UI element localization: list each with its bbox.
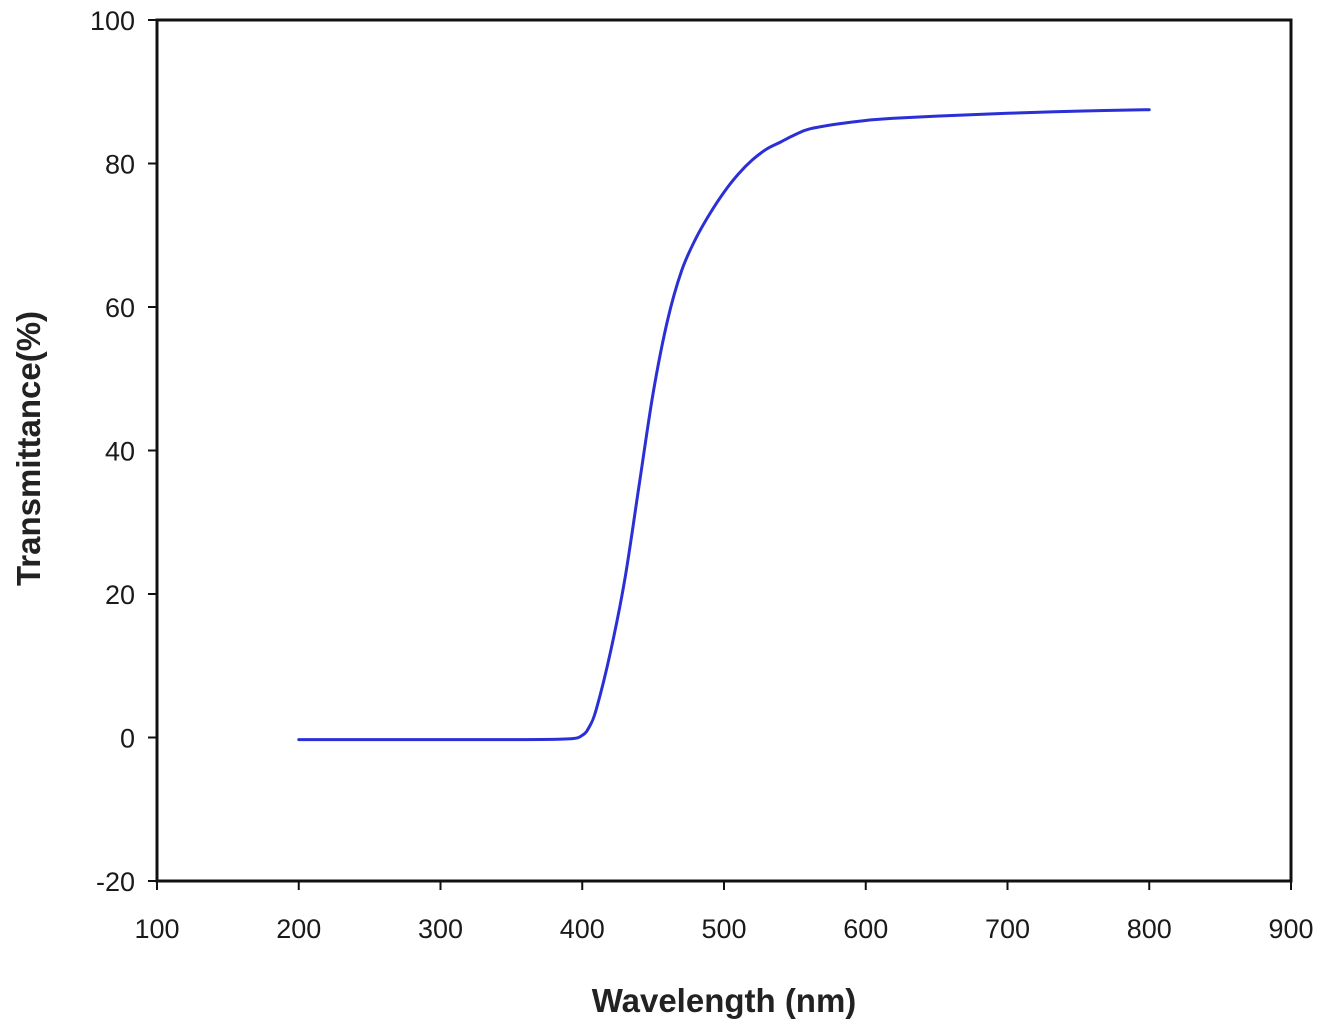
x-axis-ticks: 100 200 300 400 500 600 700 800 900 — [134, 881, 1314, 944]
x-tick-label: 600 — [843, 914, 888, 944]
x-tick-label: 200 — [276, 914, 321, 944]
x-tick-label: 300 — [418, 914, 463, 944]
x-tick-label: 100 — [134, 914, 179, 944]
x-tick-label: 500 — [701, 914, 746, 944]
plot-area-frame — [155, 18, 1293, 883]
y-tick-label: 60 — [105, 293, 135, 323]
x-tick-label: 700 — [985, 914, 1030, 944]
y-tick-label: 100 — [90, 6, 135, 36]
y-tick-label: -20 — [96, 867, 135, 897]
x-tick-label: 400 — [560, 914, 605, 944]
y-axis-label: Transmittance(%) — [10, 311, 47, 586]
transmittance-series-line — [297, 108, 1151, 742]
x-tick-label: 800 — [1127, 914, 1172, 944]
y-axis-ticks: -20 0 20 40 60 80 100 — [90, 6, 157, 897]
y-tick-label: 20 — [105, 580, 135, 610]
x-axis-label: Wavelength (nm) — [592, 982, 857, 1019]
x-tick-label: 900 — [1268, 914, 1313, 944]
y-tick-label: 80 — [105, 150, 135, 180]
y-tick-label: 40 — [105, 437, 135, 467]
y-tick-label: 0 — [120, 724, 135, 754]
